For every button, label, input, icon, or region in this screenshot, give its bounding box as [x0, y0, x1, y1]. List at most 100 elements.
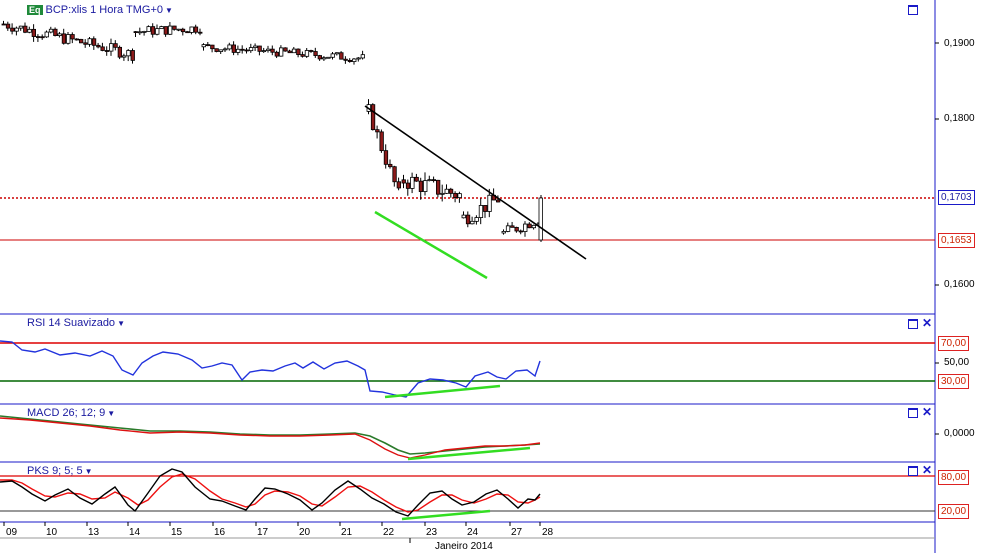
candle-body: [261, 50, 267, 53]
candle-body: [240, 48, 245, 51]
dropdown-arrow-icon[interactable]: ▼: [107, 409, 116, 418]
candle-body: [396, 181, 402, 189]
candle-body: [133, 31, 138, 34]
candle-body: [427, 179, 432, 182]
candle-body: [461, 214, 466, 219]
candle-body: [122, 55, 127, 58]
trendline: [364, 105, 587, 260]
candle-body: [44, 31, 49, 38]
candle-body: [304, 50, 310, 57]
candle-body: [448, 188, 454, 194]
divergence-line: [374, 210, 488, 280]
candle-body: [244, 49, 249, 52]
candle-body: [48, 28, 54, 33]
candle-body: [356, 57, 361, 60]
candle-body: [375, 129, 380, 133]
candle-body: [91, 38, 97, 46]
x-tick-label: 20: [299, 527, 311, 538]
candle-body: [326, 56, 331, 59]
pks-title-text: PKS 9; 5; 5: [27, 465, 83, 477]
candle-body: [155, 28, 160, 35]
candle-body: [130, 50, 135, 61]
candle-body: [27, 28, 32, 33]
rsi-panel-title[interactable]: RSI 14 Suavizado ▼: [27, 317, 125, 329]
candle-body: [470, 220, 475, 225]
maximize-icon[interactable]: [908, 408, 918, 418]
pks-panel-title[interactable]: PKS 9; 5; 5 ▼: [27, 465, 93, 477]
candle-body: [274, 51, 280, 57]
candle-body: [61, 33, 67, 44]
candle-body: [270, 48, 275, 53]
candle-body: [435, 179, 441, 195]
candle-body: [163, 26, 169, 35]
last-price-box: 0,1703: [938, 190, 975, 205]
main-panel-title[interactable]: Eq BCP:xlis 1 Hora TMG+0 ▼: [27, 4, 173, 16]
candle-body: [523, 223, 528, 232]
eq-badge[interactable]: Eq: [27, 5, 43, 15]
candle-body: [227, 44, 232, 50]
close-icon[interactable]: ✕: [922, 405, 933, 419]
candle-body: [167, 25, 173, 35]
x-tick-label: 13: [88, 527, 100, 538]
candle-body: [343, 58, 348, 61]
candle-body: [23, 25, 28, 33]
candle-body: [14, 27, 19, 32]
dropdown-arrow-icon[interactable]: ▼: [165, 6, 173, 15]
candle-body: [392, 166, 397, 183]
candle-body: [66, 34, 71, 44]
candle-body: [146, 26, 151, 32]
candle-body: [87, 38, 92, 45]
candle-body: [388, 163, 393, 168]
rsi-mid-label: 50,00: [944, 357, 970, 368]
candle-body: [172, 25, 177, 30]
x-tick-label: 15: [171, 527, 183, 538]
candle-body: [339, 52, 344, 60]
candle-body: [418, 180, 424, 192]
pks-oversold-label: 20,00: [938, 504, 970, 519]
x-tick-label: 14: [129, 527, 141, 538]
candle-body: [126, 50, 131, 57]
candle-body: [205, 44, 211, 47]
dropdown-arrow-icon[interactable]: ▼: [117, 319, 125, 328]
candle-body: [223, 48, 228, 51]
maximize-icon[interactable]: [908, 5, 918, 15]
candle-body: [527, 223, 532, 229]
maximize-icon[interactable]: [908, 466, 918, 476]
macd-panel-title[interactable]: MACD 26; 12; 9 ▼: [27, 407, 115, 419]
candle-body: [36, 36, 41, 38]
candle-body: [474, 217, 479, 222]
candle-body: [104, 50, 110, 52]
close-icon[interactable]: ✕: [922, 316, 933, 330]
month-label: Janeiro 2014: [435, 541, 493, 552]
candle-body: [218, 49, 224, 52]
candle-body: [193, 26, 199, 33]
dropdown-arrow-icon[interactable]: ▼: [84, 467, 93, 476]
candle-body: [10, 27, 15, 32]
close-icon[interactable]: ✕: [922, 463, 933, 477]
candle-body: [214, 48, 219, 52]
candle-body: [501, 231, 506, 234]
candle-body: [201, 44, 206, 48]
candle-body: [109, 43, 114, 52]
candle-body: [100, 46, 105, 51]
candle-body: [440, 192, 445, 195]
rsi-oversold-label: 30,00: [938, 374, 970, 389]
candle-body: [185, 31, 190, 34]
candle-body: [253, 45, 258, 48]
candle-body: [79, 38, 84, 44]
candle-body: [231, 44, 237, 53]
x-tick-label: 22: [383, 527, 395, 538]
candle-body: [495, 199, 501, 203]
support-price-box: 0,1653: [938, 233, 975, 248]
maximize-icon[interactable]: [908, 319, 918, 329]
candle-body: [360, 54, 366, 59]
candle-body: [431, 179, 437, 182]
candle-body: [478, 205, 484, 218]
candle-body: [538, 197, 543, 241]
x-tick-label: 16: [214, 527, 226, 538]
pks-overbought-label: 80,00: [938, 470, 970, 485]
macd-title-text: MACD 26; 12; 9: [27, 407, 106, 419]
candle-body: [300, 54, 305, 57]
candle-body: [510, 225, 515, 228]
